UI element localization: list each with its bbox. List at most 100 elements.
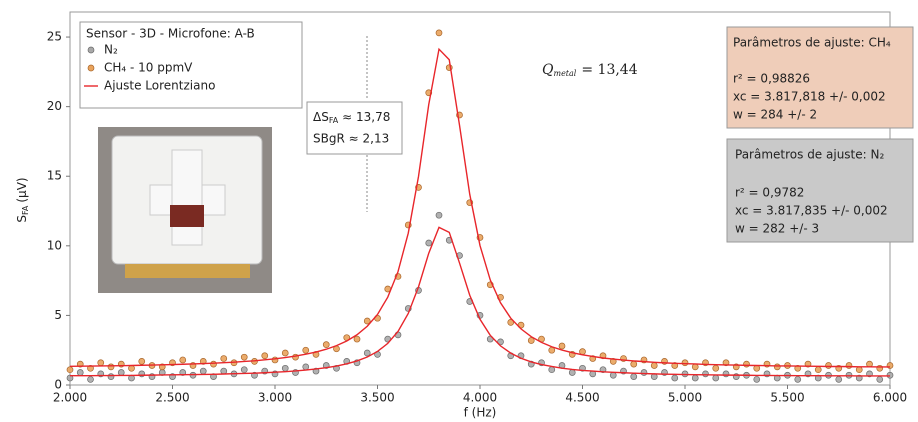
q-value: = 13,44 [581,62,637,78]
data-point [640,369,648,376]
data-point [179,356,187,364]
data-point [66,366,74,374]
data-point [179,369,187,376]
delta-value: ≈ 13,78 [342,110,390,124]
data-point [630,360,638,368]
data-point [107,373,115,380]
data-point [722,370,730,378]
data-point [138,357,146,365]
data-point [825,362,832,369]
data-point [702,370,709,378]
data-point [691,363,699,371]
y-tick-label: 15 [47,169,62,183]
data-point [794,376,802,383]
x-tick-label: 2.000 [53,391,87,405]
delta-base: ΔS [313,110,329,124]
photo-inset [98,127,272,293]
data-point [568,369,576,376]
data-point [855,366,863,374]
photo-cross [171,149,203,246]
data-point [271,356,279,364]
data-point [322,341,330,348]
y-tick-label: 10 [47,238,62,252]
x-axis-label: f (Hz) [464,406,497,420]
data-point [876,376,884,383]
photo-connectors [125,264,250,278]
data-point [353,335,361,343]
data-point [302,346,310,354]
legend-swatch [87,46,95,54]
data-point [281,364,289,372]
data-point [220,355,228,362]
data-point [630,373,638,380]
fit-line [70,226,890,377]
fit-box-title: Parâmetros de ajuste: CH₄ [733,36,891,50]
data-point [691,374,699,382]
fit-box-line: w = 284 +/- 2 [733,108,817,122]
fit-box-line: r² = 0,9782 [735,186,804,200]
legend-label: CH₄ - 10 ppmV [104,61,193,75]
q-annotation: Qmetal = 13,44 [542,62,638,78]
data-point [220,367,228,375]
y-axis-label: SFA (μV) [15,177,30,222]
delta-box [306,101,403,155]
data-point [425,239,433,247]
data-point [548,366,556,374]
data-point [835,376,843,383]
data-point [814,366,822,374]
y-tick-label: 25 [47,30,62,44]
data-point [87,364,94,372]
x-tick-label: 5.000 [668,391,702,405]
data-point [886,362,894,369]
data-point [435,211,443,219]
x-tick-label: 3.500 [360,391,394,405]
data-point [794,364,802,372]
fit-line [69,47,890,368]
fit-box [726,26,914,129]
y-label-base: S [15,215,29,223]
x-tick-label: 4.500 [565,391,599,405]
data-point [363,317,371,325]
data-point [712,374,720,382]
y-tick-label: 20 [47,99,62,113]
q-base: Q [542,62,554,78]
fit-box-line: xc = 3.817,835 +/- 0,002 [735,204,888,218]
legend-box [79,21,303,109]
data-point [845,362,853,369]
data-point [302,363,310,371]
x-tick-label: 3.000 [258,391,292,405]
data-point [199,367,207,375]
data-point [97,359,105,367]
data-point [558,342,566,350]
delta-annotation: ΔSFA ≈ 13,78 [313,110,390,125]
data-point [281,349,289,357]
data-point [117,369,125,376]
data-point [240,366,248,374]
delta-sub: FA [329,116,339,125]
fit-box-line: xc = 3.817,818 +/- 0,002 [733,90,886,104]
y-label-sub: FA [21,205,30,215]
x-tick-label: 5.500 [770,391,804,405]
data-point [507,319,515,326]
y-tick-label: 0 [54,378,62,392]
fit-box [726,138,914,243]
data-point [743,360,750,368]
legend-swatch [87,64,95,72]
data-point [753,376,761,383]
data-point [609,371,617,379]
data-point [712,364,720,372]
legend-title: Sensor - 3D - Microfone: A-B [86,27,255,41]
q-sub: metal [553,69,576,78]
data-point [650,362,658,369]
x-tick-label: 2.500 [155,391,189,405]
x-tick-label: 6.000 [873,391,907,405]
legend-label: N₂ [104,43,118,57]
data-point [435,29,443,37]
data-point [681,359,689,367]
photo-wires [170,205,204,227]
data-point [773,363,781,371]
y-tick-label: 5 [54,308,62,322]
data-point [210,360,217,368]
data-point [76,369,84,376]
